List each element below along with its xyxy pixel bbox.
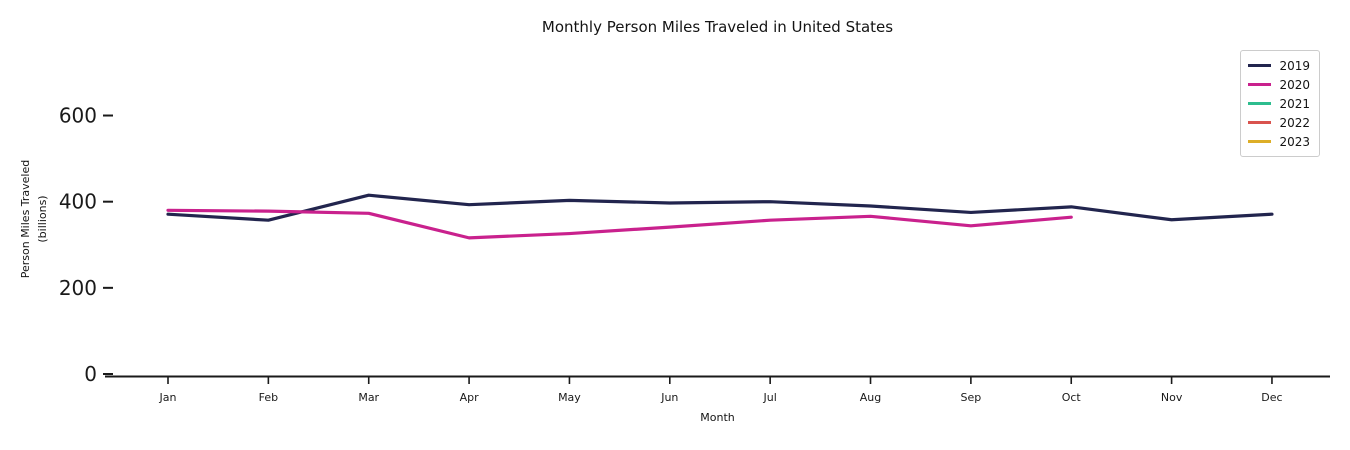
y-tick-label-200: 200 <box>59 276 97 300</box>
legend-item-2019: 2019 <box>1248 56 1310 75</box>
legend-item-2021: 2021 <box>1248 94 1310 113</box>
x-tick-label-jun: Jun <box>660 391 678 404</box>
x-tick-label-dec: Dec <box>1261 391 1282 404</box>
y-axis-label-line1: Person Miles Traveled <box>19 159 32 279</box>
y-tick-label-600: 600 <box>59 104 97 128</box>
x-tick-label-aug: Aug <box>860 391 881 404</box>
legend-label-2019: 2019 <box>1279 58 1310 73</box>
legend-label-2022: 2022 <box>1279 115 1310 130</box>
y-tick-label-400: 400 <box>59 190 97 214</box>
y-axis-label: Person Miles Traveled (billions) <box>18 69 54 369</box>
legend-swatch-2022 <box>1248 120 1272 125</box>
x-tick-label-apr: Apr <box>460 391 480 404</box>
chart-title: Monthly Person Miles Traveled in United … <box>541 18 894 36</box>
legend-swatch-2021 <box>1248 101 1272 106</box>
x-tick-label-sep: Sep <box>961 391 982 404</box>
legend-label-2023: 2023 <box>1279 134 1310 149</box>
x-tick-label-jul: Jul <box>763 391 777 404</box>
x-tick-label-feb: Feb <box>259 391 278 404</box>
legend-label-2020: 2020 <box>1279 77 1310 92</box>
legend-swatch-2020 <box>1248 82 1272 87</box>
x-tick-label-oct: Oct <box>1062 391 1082 404</box>
legend-swatch-2019 <box>1248 63 1272 68</box>
legend-item-2020: 2020 <box>1248 75 1310 94</box>
legend-item-2023: 2023 <box>1248 132 1310 151</box>
y-tick-label-0: 0 <box>84 362 97 386</box>
y-axis-label-line2: (billions) <box>35 195 49 243</box>
x-tick-label-may: May <box>558 391 581 404</box>
x-tick-label-mar: Mar <box>358 391 379 404</box>
legend-item-2022: 2022 <box>1248 113 1310 132</box>
series-line-2019 <box>166 193 1274 222</box>
legend: 2019 2020 2021 2022 2023 <box>1240 50 1320 157</box>
legend-label-2021: 2021 <box>1279 96 1310 111</box>
legend-swatch-2023 <box>1248 139 1272 144</box>
x-tick-label-nov: Nov <box>1161 391 1183 404</box>
x-axis-label: Month <box>700 411 735 424</box>
series-line-2020 <box>166 208 1073 240</box>
x-tick-label-jan: Jan <box>159 391 177 404</box>
